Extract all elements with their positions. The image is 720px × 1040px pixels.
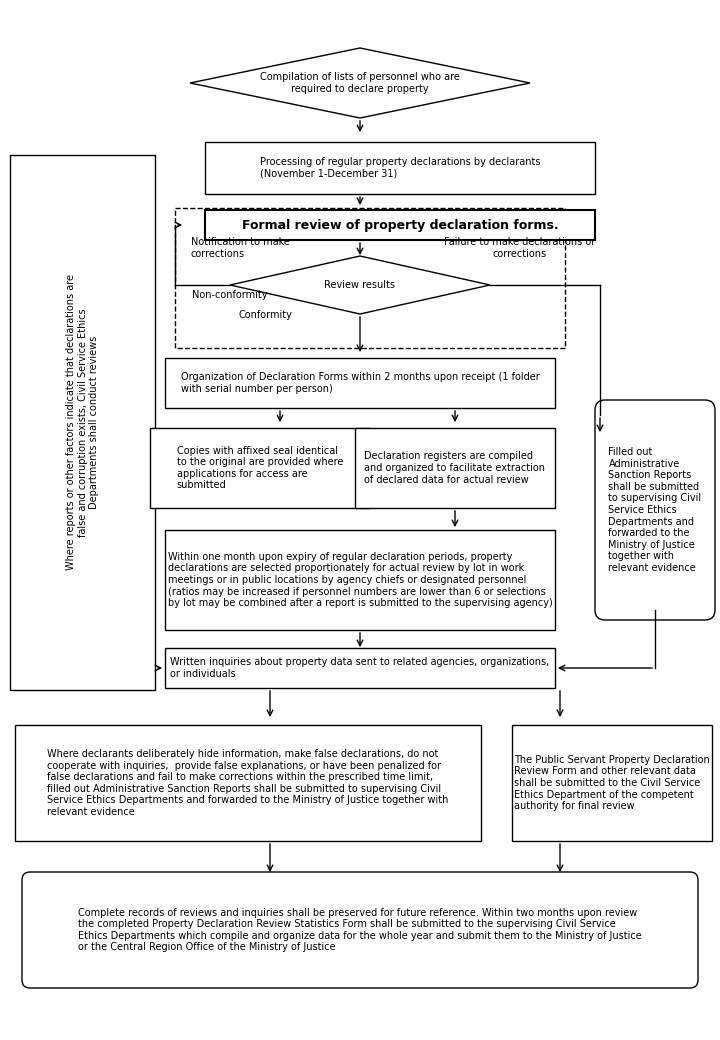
Text: Review results: Review results: [325, 280, 395, 290]
Text: Filled out
Administrative
Sanction Reports
shall be submitted
to supervising Civ: Filled out Administrative Sanction Repor…: [608, 447, 701, 573]
FancyBboxPatch shape: [355, 428, 555, 508]
Text: Processing of regular property declarations by declarants
(November 1-December 3: Processing of regular property declarati…: [260, 157, 540, 179]
FancyBboxPatch shape: [165, 530, 555, 630]
FancyBboxPatch shape: [165, 358, 555, 408]
Text: Declaration registers are compiled
and organized to facilitate extraction
of dec: Declaration registers are compiled and o…: [364, 451, 546, 485]
FancyBboxPatch shape: [595, 400, 715, 620]
Text: The Public Servant Property Declaration
Review Form and other relevant data
shal: The Public Servant Property Declaration …: [514, 755, 710, 811]
Text: Where declarants deliberately hide information, make false declarations, do not
: Where declarants deliberately hide infor…: [48, 749, 449, 817]
Text: Copies with affixed seal identical
to the original are provided where
applicatio: Copies with affixed seal identical to th…: [177, 445, 343, 491]
FancyBboxPatch shape: [165, 648, 555, 688]
Text: Complete records of reviews and inquiries shall be preserved for future referenc: Complete records of reviews and inquirie…: [78, 908, 642, 953]
FancyBboxPatch shape: [15, 725, 481, 841]
Polygon shape: [230, 256, 490, 314]
FancyBboxPatch shape: [22, 872, 698, 988]
FancyBboxPatch shape: [512, 725, 712, 841]
FancyBboxPatch shape: [205, 210, 595, 240]
FancyBboxPatch shape: [150, 428, 370, 508]
Text: Non-conformity: Non-conformity: [192, 290, 268, 300]
Text: Written inquiries about property data sent to related agencies, organizations,
o: Written inquiries about property data se…: [171, 657, 549, 679]
Text: Where reports or other factors indicate that declarations are
false and corrupti: Where reports or other factors indicate …: [66, 275, 99, 571]
Text: Organization of Declaration Forms within 2 months upon receipt (1 folder
with se: Organization of Declaration Forms within…: [181, 372, 539, 394]
Text: Compilation of lists of personnel who are
required to declare property: Compilation of lists of personnel who ar…: [260, 72, 460, 94]
Polygon shape: [190, 48, 530, 118]
Text: Failure to make declarations or
corrections: Failure to make declarations or correcti…: [444, 237, 595, 259]
Text: Within one month upon expiry of regular declaration periods, property
declaratio: Within one month upon expiry of regular …: [168, 552, 552, 608]
Text: Conformity: Conformity: [238, 310, 292, 320]
FancyBboxPatch shape: [205, 142, 595, 194]
Text: Formal review of property declaration forms.: Formal review of property declaration fo…: [242, 218, 558, 232]
Text: Notification to make
corrections: Notification to make corrections: [191, 237, 289, 259]
